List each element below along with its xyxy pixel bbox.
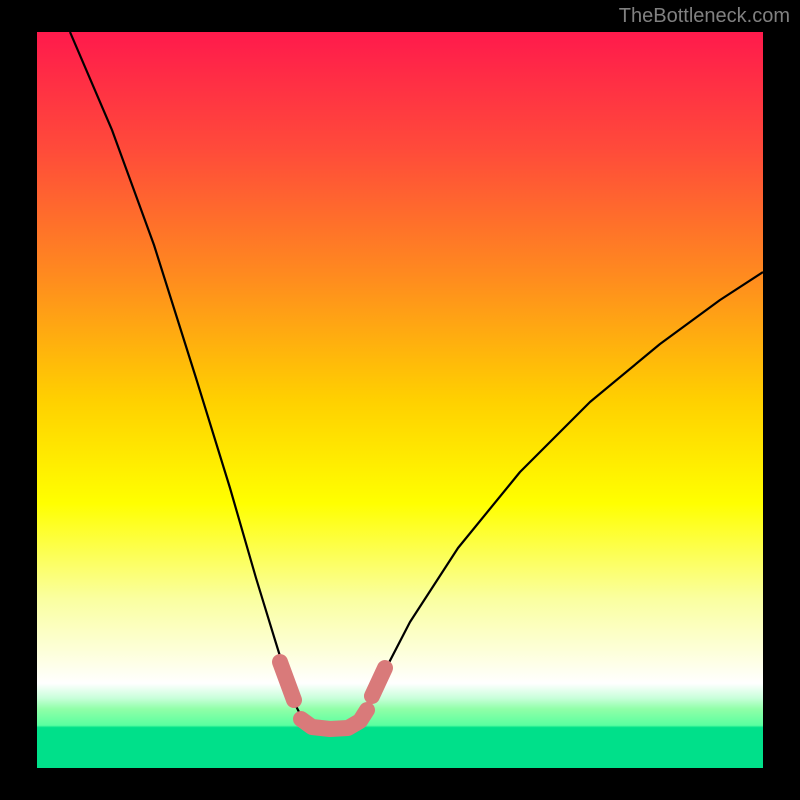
plot-area <box>37 32 763 768</box>
attribution-text: TheBottleneck.com <box>619 5 790 27</box>
